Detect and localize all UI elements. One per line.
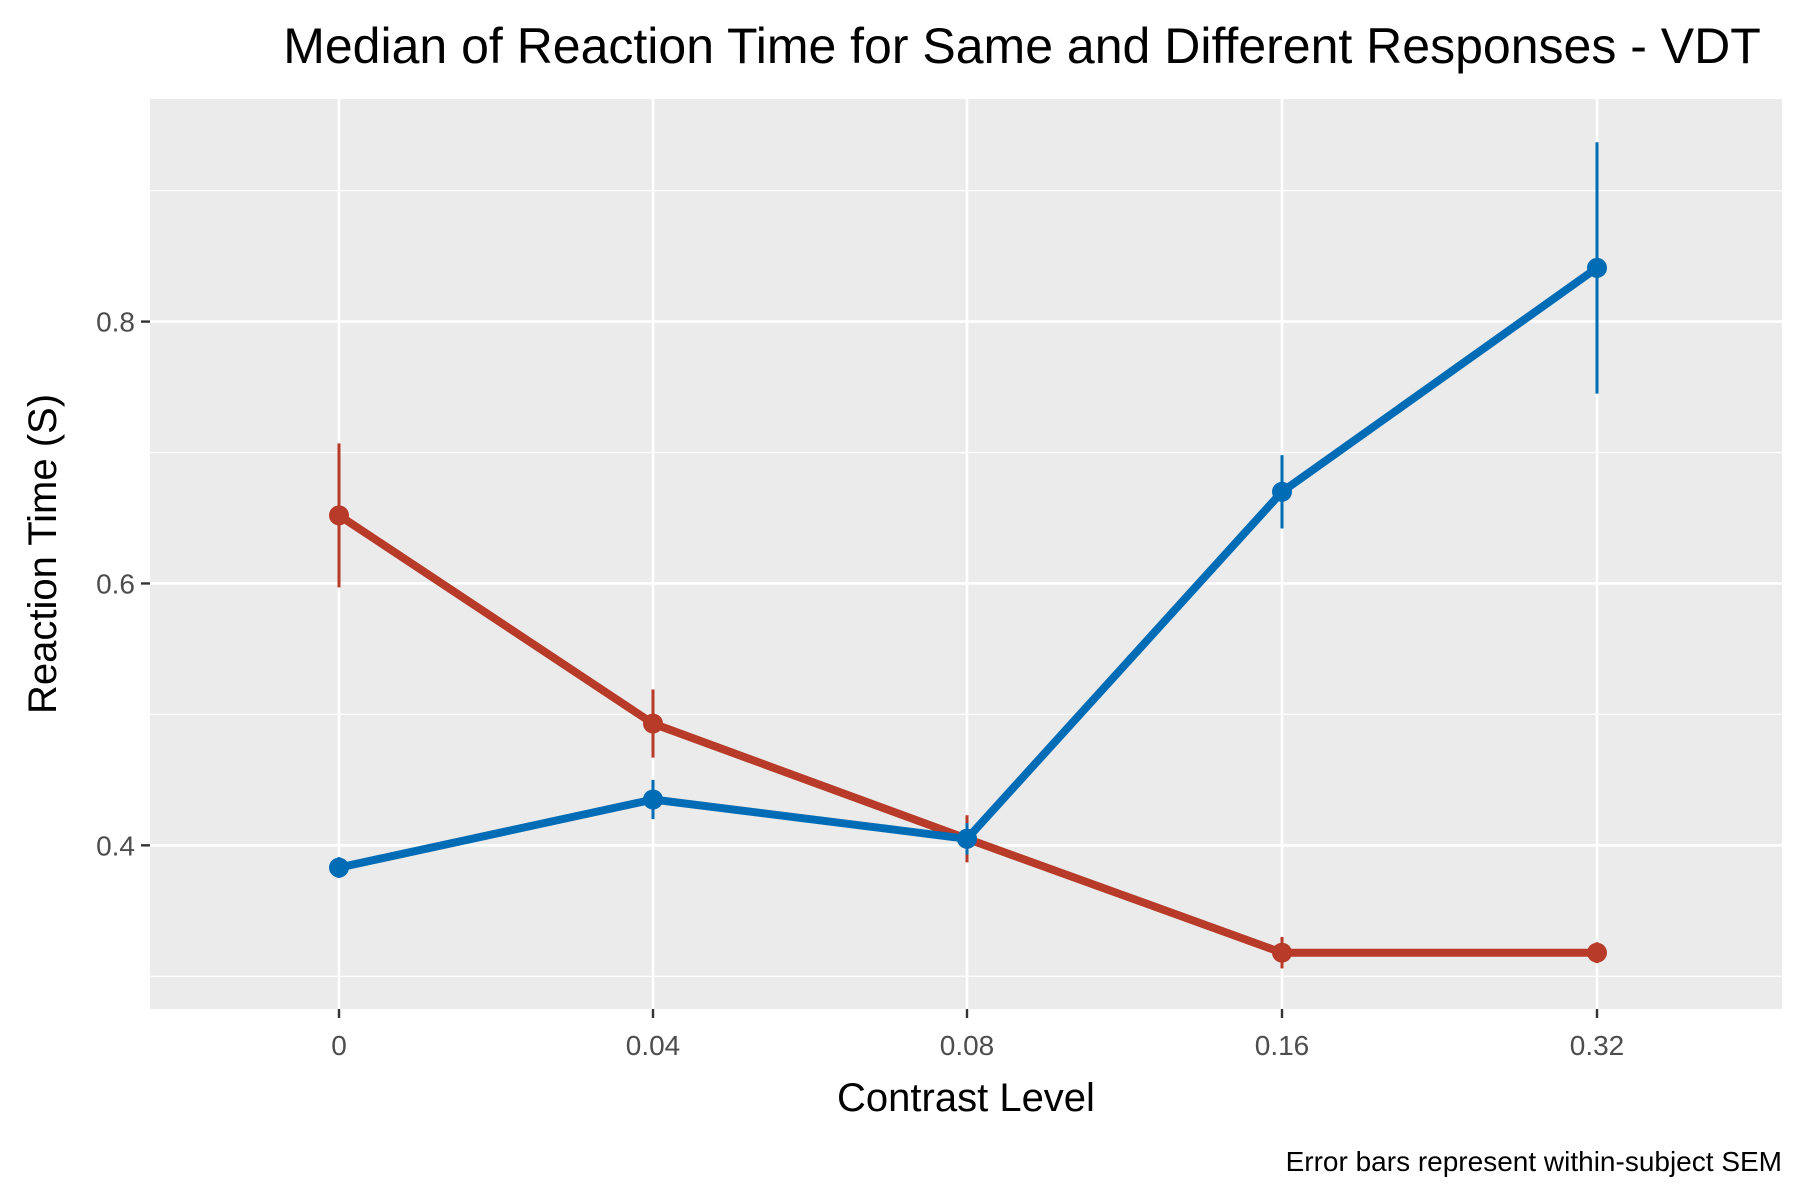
data-point <box>1272 942 1292 963</box>
x-tick-label: 0.16 <box>1255 1030 1310 1061</box>
data-point <box>957 828 977 849</box>
x-tick-label: 0.04 <box>626 1030 681 1061</box>
x-axis-title: Contrast Level <box>837 1076 1095 1120</box>
series-2 <box>329 142 1607 879</box>
data-point <box>643 713 663 734</box>
x-tick-label: 0 <box>331 1030 347 1061</box>
chart-title: Median of Reaction Time for Same and Dif… <box>283 18 1761 74</box>
series-layer <box>329 142 1607 969</box>
data-point <box>329 857 349 878</box>
data-point <box>1587 257 1607 278</box>
data-point <box>643 789 663 810</box>
y-tick-label: 0.4 <box>96 830 135 861</box>
data-point <box>1587 942 1607 963</box>
x-tick-label: 0.32 <box>1570 1030 1625 1061</box>
y-tick-label: 0.8 <box>96 307 135 338</box>
y-axis-title: Reaction Time (S) <box>21 394 65 714</box>
data-point <box>329 505 349 526</box>
x-tick-label: 0.08 <box>940 1030 995 1061</box>
axis-ticks <box>141 320 1599 1018</box>
data-point <box>1272 481 1292 502</box>
y-tick-label: 0.6 <box>96 568 135 599</box>
chart-caption: Error bars represent within-subject SEM <box>1286 1146 1782 1177</box>
tick-labels: 0.4 0.6 0.8 0 0.04 0.08 0.16 0.32 <box>96 307 1624 1061</box>
